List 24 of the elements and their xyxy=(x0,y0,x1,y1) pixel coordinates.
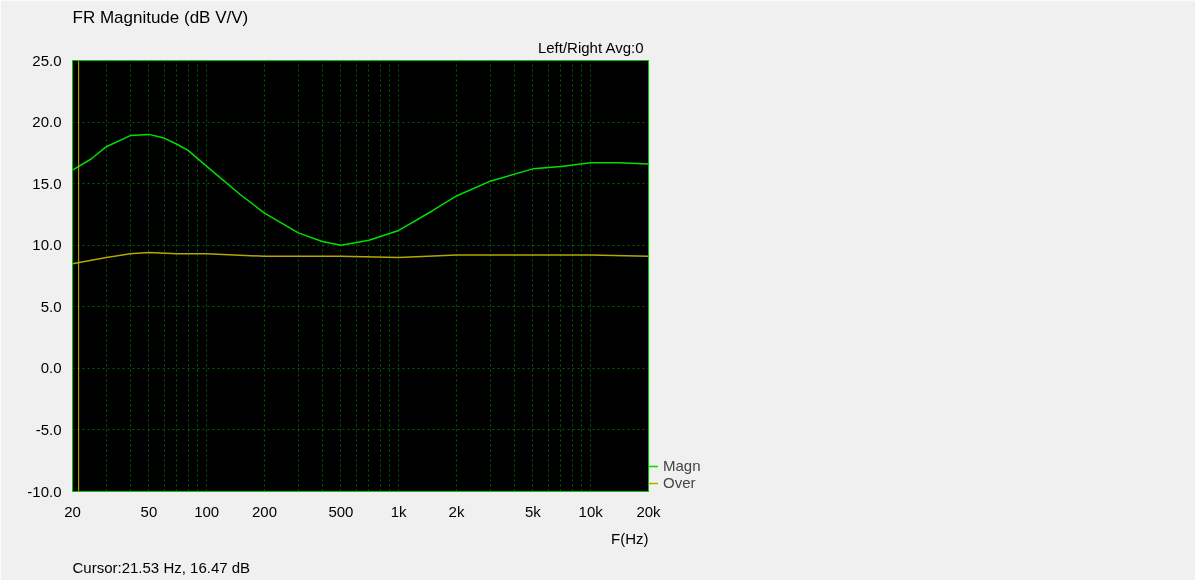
x-tick-label: 20k xyxy=(636,502,662,520)
x-tick-label: 5k xyxy=(524,502,542,520)
legend-label: Magn xyxy=(663,457,701,474)
x-tick-label: 1k xyxy=(390,502,408,520)
y-tick-label: 15.0 xyxy=(32,174,62,192)
x-tick-label: 500 xyxy=(328,502,354,520)
x-tick-label: 100 xyxy=(194,502,220,520)
x-tick-label: 50 xyxy=(140,502,158,520)
y-tick-label: -10.0 xyxy=(27,482,62,500)
chart-title: FR Magnitude (dB V/V) xyxy=(72,7,249,27)
text: Cursor:21.53 Hz, 16.47 dB xyxy=(72,558,251,576)
text: Left/Right Avg:0 xyxy=(537,38,644,56)
x-tick-label: 20 xyxy=(64,502,81,520)
y-tick-label: 10.0 xyxy=(32,236,62,254)
x-axis-title: F(Hz) xyxy=(611,529,649,547)
y-tick-label: 0.0 xyxy=(40,359,62,377)
x-tick-label: 10k xyxy=(578,502,604,520)
legend-label: Over xyxy=(663,474,696,491)
y-tick-label: -5.0 xyxy=(35,420,62,438)
x-tick-label: 2k xyxy=(448,502,465,520)
y-tick-label: 25.0 xyxy=(32,51,62,69)
x-tick-label: 200 xyxy=(251,502,278,520)
y-tick-label: 20.0 xyxy=(32,113,62,131)
y-tick-label: 5.0 xyxy=(40,297,62,315)
